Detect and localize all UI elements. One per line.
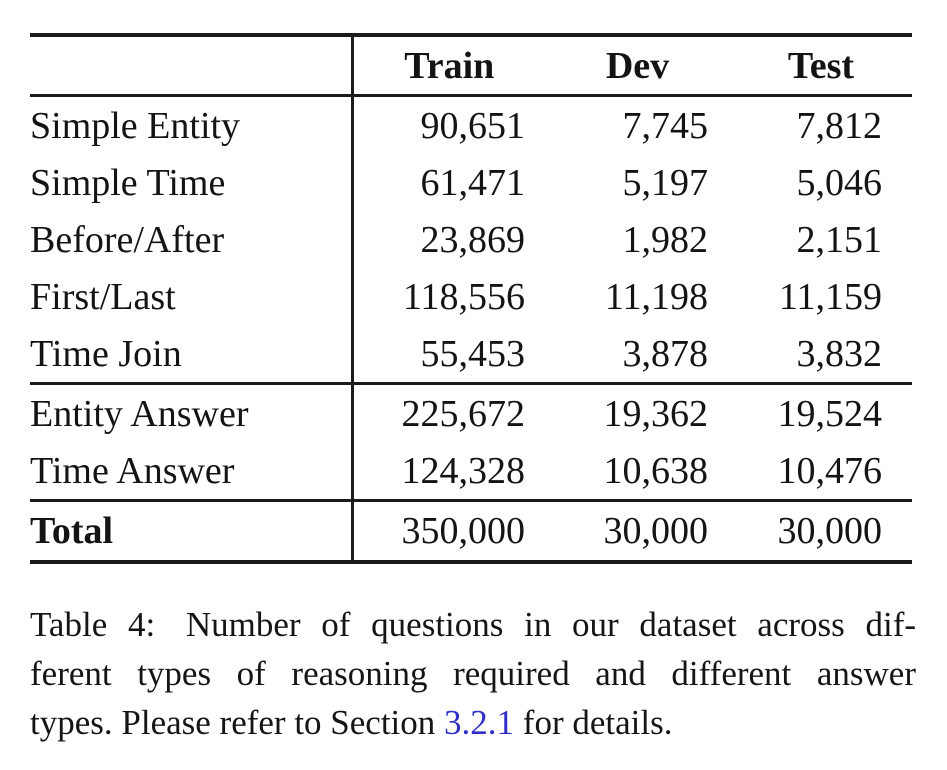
row-label: Time Answer (30, 442, 354, 501)
cell-dev: 7,745 (622, 104, 709, 147)
row-label: Simple Entity (30, 95, 354, 154)
cell-train: 124,328 (401, 449, 526, 492)
cell-train: 90,651 (420, 104, 526, 147)
cell-train: 225,672 (401, 392, 526, 435)
cell-train: 350,000 (401, 510, 526, 552)
table-row: Simple Time 61,471 5,197 5,046 (30, 154, 912, 211)
caption-line-3: types. Please refer to Section 3.2.1 for… (30, 698, 916, 747)
table-row-total: Total 350,000 30,000 30,000 (30, 500, 912, 562)
corner-cell (30, 35, 354, 96)
cell-dev: 11,198 (604, 275, 708, 318)
caption-line-1: Table 4: Number of questions in our data… (30, 600, 916, 649)
caption-text-3: types. Please refer to Section (30, 703, 445, 742)
cell-test: 11,159 (778, 275, 882, 318)
table-row: Entity Answer 225,672 19,362 19,524 (30, 383, 912, 442)
cell-dev: 19,362 (603, 392, 709, 435)
table-row: Time Answer 124,328 10,638 10,476 (30, 442, 912, 501)
cell-dev: 30,000 (603, 510, 709, 552)
dataset-stats-table: Train Dev Test Simple Entity 90,651 7,74… (30, 33, 912, 564)
table-caption: Table 4: Number of questions in our data… (30, 600, 916, 747)
col-header-train: Train (404, 44, 495, 87)
cell-train: 118,556 (402, 275, 525, 318)
caption-text-4: for details. (514, 703, 673, 742)
row-label: Entity Answer (30, 383, 354, 442)
cell-train: 23,869 (420, 218, 526, 261)
table-row: Simple Entity 90,651 7,745 7,812 (30, 95, 912, 154)
row-label: First/Last (30, 268, 354, 325)
cell-train: 55,453 (420, 332, 526, 375)
caption-text-1: Number of questions in our dataset acros… (185, 605, 917, 644)
cell-test: 7,812 (796, 104, 883, 147)
cell-test: 30,000 (777, 510, 883, 552)
row-label: Total (30, 500, 354, 562)
table-row: Before/After 23,869 1,982 2,151 (30, 211, 912, 268)
cell-test: 5,046 (796, 161, 883, 204)
cell-dev: 10,638 (603, 449, 709, 492)
row-label: Before/After (30, 211, 354, 268)
cell-test: 10,476 (777, 449, 883, 492)
section-link[interactable]: 3.2.1 (444, 703, 515, 742)
col-header-test: Test (787, 44, 855, 87)
header-row: Train Dev Test (30, 35, 912, 96)
cell-test: 19,524 (777, 392, 883, 435)
cell-dev: 5,197 (622, 161, 709, 204)
cell-dev: 1,982 (622, 218, 709, 261)
cell-test: 2,151 (796, 218, 883, 261)
cell-test: 3,832 (796, 332, 883, 375)
row-label: Time Join (30, 325, 354, 384)
row-label: Simple Time (30, 154, 354, 211)
table-row: First/Last 118,556 11,198 11,159 (30, 268, 912, 325)
cell-train: 61,471 (420, 161, 526, 204)
caption-table-number: Table 4: (30, 605, 156, 644)
cell-dev: 3,878 (622, 332, 709, 375)
col-header-dev: Dev (605, 44, 670, 87)
caption-line-2: ferent types of reasoning required and d… (30, 654, 916, 693)
table-row: Time Join 55,453 3,878 3,832 (30, 325, 912, 384)
